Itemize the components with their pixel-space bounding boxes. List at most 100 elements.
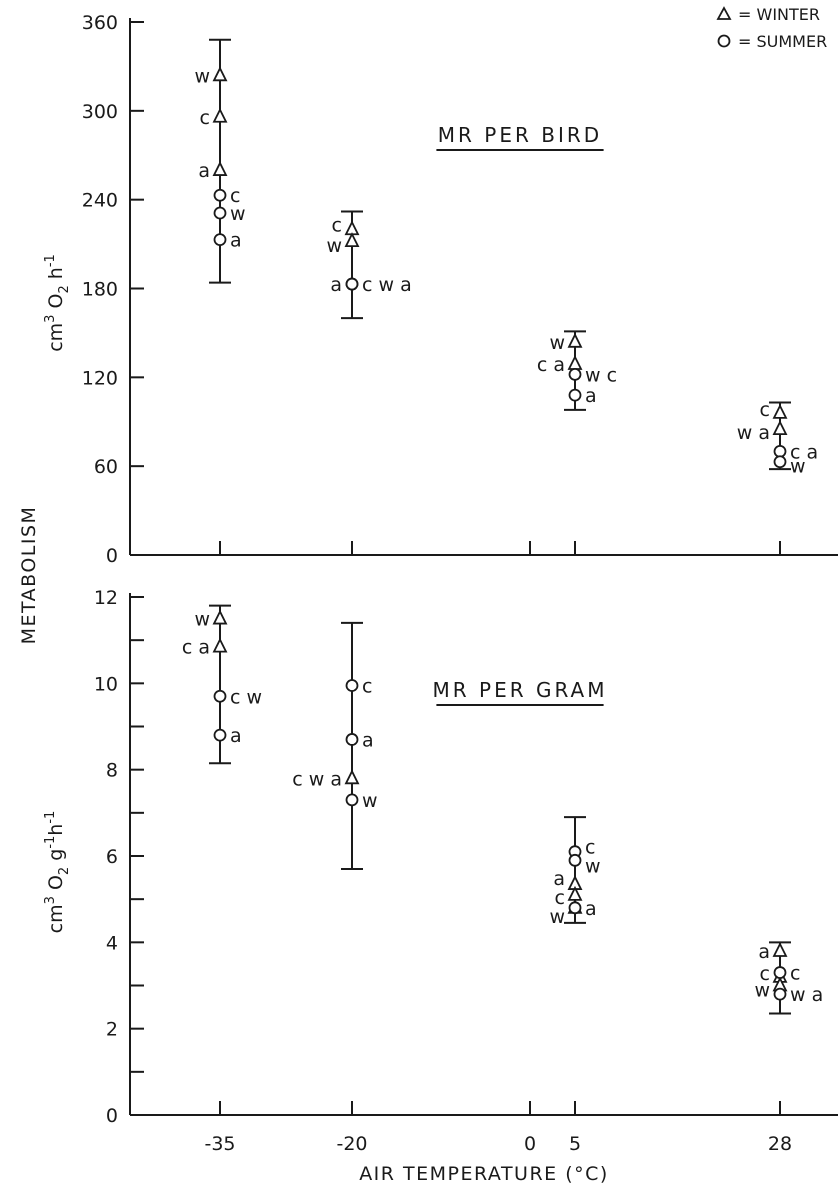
point-label: w c [585,364,617,386]
summer-circle-point [345,679,359,692]
point-label: c a [537,354,565,376]
point-label: c [362,675,372,697]
point-label: c w a [292,768,342,790]
y-tick-label: 4 [106,932,118,954]
point-label: a [198,160,210,182]
point-label: w [194,65,210,87]
summer-circle-point [568,901,582,915]
point-label: c [760,963,770,985]
panel-title: MR PER BIRD [438,123,602,147]
winter-triangle-point [212,107,228,123]
y-tick-label: 2 [106,1019,118,1041]
y-tick-label: 10 [94,673,118,695]
top-ylabel: cm3 O2 h-1 [43,254,72,352]
point-label: c [230,185,240,207]
point-label: w [230,203,246,225]
legend-summer-label: = SUMMER [738,32,827,51]
point-label: a [585,385,597,407]
summer-circle-point [345,733,359,746]
x-axis-title: AIR TEMPERATURE (°C) [359,1163,609,1185]
point-label: w [326,235,342,257]
point-label: a [362,729,374,751]
point-label: c [332,214,342,236]
y-tick-label: 180 [82,279,118,301]
winter-triangle-point [344,232,360,248]
summer-circle-point [345,793,359,807]
panel-title: MR PER GRAM [433,678,608,702]
winter-triangle-point [772,941,788,957]
y-tick-label: 120 [82,367,118,389]
y-tick-label: 0 [106,545,118,567]
legend-triangle-icon [716,6,732,20]
summer-circle-point [773,987,787,1001]
winter-triangle-point [212,609,228,625]
point-label: w [790,456,806,478]
winter-triangle-point [772,420,788,436]
point-label: c w [230,686,262,708]
point-label: w a [737,422,770,444]
x-tick-label: 0 [524,1133,536,1155]
point-label: w [585,855,601,877]
point-label: w [194,609,210,631]
x-tick-label: -35 [204,1133,235,1155]
legend-winter: = WINTER [716,5,820,24]
winter-triangle-point [344,769,360,785]
shared-ylabel: METABOLISM [18,506,40,645]
winter-triangle-point [212,66,228,82]
point-label: w [362,790,378,812]
y-tick-label: 12 [94,587,118,609]
y-tick-label: 8 [106,760,118,782]
y-tick-label: 300 [82,101,118,123]
y-tick-label: 240 [82,190,118,212]
summer-circle-point [773,966,787,979]
point-label: w a [790,984,823,1006]
point-label: w [549,332,565,354]
point-label: c w a [362,274,412,296]
legend-circle-icon [717,34,731,48]
x-tick-label: -20 [336,1133,367,1155]
summer-circle-point [568,367,582,381]
point-label: c a [790,441,818,463]
summer-circle-point [773,455,787,469]
point-label: c [555,887,565,909]
point-label: a [758,941,770,963]
summer-circle-point [345,277,359,291]
winter-triangle-point [567,354,583,370]
summer-circle-point [213,233,227,247]
x-tick-label: 5 [569,1133,581,1155]
winter-triangle-point [772,403,788,419]
summer-circle-point [568,853,582,867]
point-label: w [754,980,770,1002]
bottom-ylabel: cm3 O2 g-1h-1 [43,811,72,934]
winter-triangle-point [567,332,583,348]
winter-triangle-point [212,637,228,653]
y-tick-label: 0 [106,1105,118,1127]
summer-circle-point [773,444,787,458]
winter-triangle-point [212,161,228,176]
legend-summer: = SUMMER [717,32,827,51]
point-label: a [330,274,342,296]
summer-circle-point [213,728,227,742]
point-label: a [230,230,242,252]
summer-circle-point [213,689,227,703]
point-label: c [585,837,595,859]
legend-winter-label: = WINTER [738,5,820,24]
point-label: a [585,898,597,920]
point-label: a [553,868,565,890]
summer-circle-point [568,388,582,402]
point-label: c [200,107,210,129]
point-label: c a [182,637,210,659]
point-label: c [760,399,770,421]
y-tick-label: 60 [94,456,118,478]
legend: = WINTER = SUMMER [716,5,827,51]
summer-circle-point [213,206,227,220]
y-tick-label: 360 [82,12,118,34]
x-tick-label: 28 [768,1133,792,1155]
y-tick-label: 6 [106,846,118,868]
point-label: c [790,963,800,985]
point-label: a [230,725,242,747]
summer-circle-point [213,188,227,202]
